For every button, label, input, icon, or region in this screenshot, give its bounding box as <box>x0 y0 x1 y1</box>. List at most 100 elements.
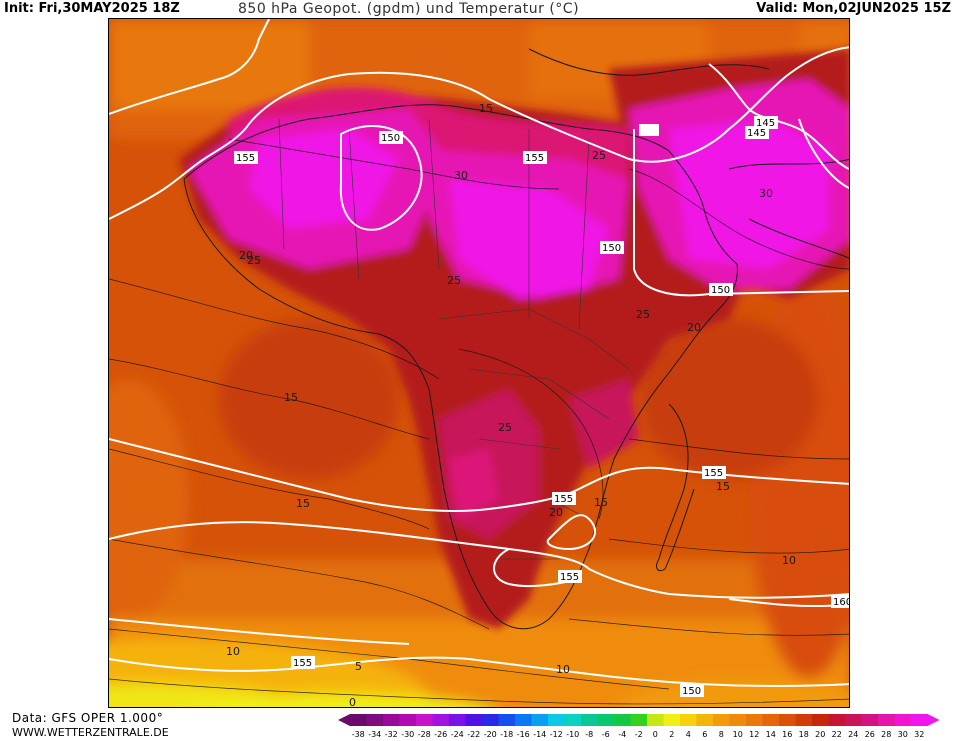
legend-tick-label: 30 <box>898 730 908 739</box>
data-source-label: Data: GFS OPER 1.000° <box>12 711 164 725</box>
legend-tick-label: -30 <box>401 730 414 739</box>
svg-text:145: 145 <box>756 118 775 129</box>
geopotential-label: 150 <box>709 283 733 296</box>
geopotential-label: 150 <box>680 684 704 697</box>
legend-tick-label: -16 <box>517 730 530 739</box>
legend-color-box <box>564 714 582 726</box>
legend-color-box <box>515 714 532 726</box>
isotherm-label: 10 <box>556 663 570 676</box>
weather-map: 155 155 155 155 155 155 150 150 150 150 … <box>109 19 850 708</box>
map-panel[interactable]: 155 155 155 155 155 155 150 150 150 150 … <box>108 18 850 708</box>
legend-tick-label: 18 <box>799 730 809 739</box>
legend-color-box <box>812 714 829 726</box>
map-title: 850 hPa Geopot. (gpdm) und Temperatur (°… <box>238 1 580 17</box>
isotherm-label: 25 <box>592 149 606 162</box>
contour-labels: 155 155 155 155 155 155 150 150 150 150 … <box>234 116 850 697</box>
legend-color-box <box>531 714 549 726</box>
legend-tick-label: 14 <box>766 730 776 739</box>
legend-color-box <box>779 714 796 726</box>
legend-color-box <box>350 714 367 726</box>
legend-color-box <box>696 714 714 726</box>
legend-tick-label: -18 <box>500 730 513 739</box>
legend-tick-label: 10 <box>733 730 743 739</box>
legend-tick-label: 8 <box>719 730 724 739</box>
isotherm-label: 25 <box>247 254 261 267</box>
legend-tick-label: -2 <box>635 730 643 739</box>
legend-color-box <box>465 714 483 726</box>
isotherm-label: 30 <box>759 187 773 200</box>
legend-color-box <box>416 714 433 726</box>
geopotential-label: 155 <box>291 656 315 669</box>
legend-tick-label: -12 <box>550 730 563 739</box>
svg-text:150: 150 <box>602 243 621 254</box>
legend-tick-label: -22 <box>467 730 480 739</box>
temperature-field <box>109 19 849 707</box>
svg-text:150: 150 <box>711 285 730 296</box>
legend-color-box <box>548 714 565 726</box>
legend-tick-label: -26 <box>434 730 447 739</box>
legend-tick-label: 0 <box>653 730 658 739</box>
svg-text:155: 155 <box>560 572 579 583</box>
geopotential-label: 155 <box>234 151 258 164</box>
legend-color-box <box>498 714 516 726</box>
legend-tick-label: 28 <box>881 730 891 739</box>
legend-color-box <box>911 714 928 726</box>
svg-text:145: 145 <box>747 128 766 139</box>
legend-tick-label: -38 <box>352 730 365 739</box>
legend-tick-label: 22 <box>832 730 842 739</box>
isotherm-label: 20 <box>239 249 253 262</box>
svg-text:160: 160 <box>833 597 850 608</box>
isotherm-label: 0 <box>349 696 356 708</box>
legend-tick-label: 2 <box>669 730 674 739</box>
legend-tick-label: 4 <box>686 730 691 739</box>
legend-tick-label: 24 <box>848 730 858 739</box>
legend-tick-labels: -38 -34 -32 -30 -28 -26 -24 -22 -20 -18 -16 -14 -12-… <box>352 730 925 739</box>
legend-color-box <box>845 714 862 726</box>
legend-tick-label: 20 <box>815 730 825 739</box>
svg-text:150: 150 <box>682 686 701 697</box>
isotherm-label: 15 <box>479 102 493 115</box>
isotherm-label: 20 <box>687 321 701 334</box>
africa-coast <box>183 178 738 630</box>
temperature-legend: -38 -34 -32 -30 -28 -26 -24 -22 -20 -18 -16 -14 -12-… <box>338 714 940 739</box>
coastlines <box>183 48 849 630</box>
isotherm-label: 5 <box>355 660 362 673</box>
legend-tick-label: 6 <box>702 730 707 739</box>
legend-left-arrow <box>338 714 350 726</box>
legend-tick-label: -28 <box>418 730 431 739</box>
geopotential-label: 155 <box>552 492 576 505</box>
valid-time-label: Valid: Mon,02JUN2025 15Z <box>756 1 951 16</box>
svg-text:155: 155 <box>554 494 573 505</box>
legend-color-box <box>828 714 846 726</box>
geopotential-label: 155 <box>702 466 726 479</box>
legend-tick-label: -8 <box>585 730 593 739</box>
legend-color-box <box>597 714 615 726</box>
red-sea-coast <box>668 150 738 265</box>
legend-color-box <box>713 714 730 726</box>
svg-text:155: 155 <box>525 153 544 164</box>
legend-color-box <box>878 714 895 726</box>
legend-tick-label: 32 <box>914 730 924 739</box>
isotherm-label: 25 <box>636 308 650 321</box>
north-coast <box>183 104 670 180</box>
legend-right-arrow <box>927 714 940 726</box>
svg-text:155: 155 <box>704 468 723 479</box>
geopotential-label: 150 <box>379 131 403 144</box>
isotherm-label: 10 <box>782 554 796 567</box>
geopotential-label: 145 <box>745 126 769 139</box>
isotherm-label: 15 <box>284 391 298 404</box>
geopotential-contours <box>109 19 849 687</box>
svg-text:150: 150 <box>381 133 400 144</box>
legend-color-box <box>746 714 763 726</box>
isotherm-label: 15 <box>716 480 730 493</box>
website-label: WWW.WETTERZENTRALE.DE <box>12 726 169 739</box>
legend-tick-label: -24 <box>451 730 464 739</box>
legend-color-box <box>647 714 664 726</box>
legend-tick-label: 26 <box>865 730 875 739</box>
geopotential-label: 150 <box>600 241 624 254</box>
geopotential-label: 155 <box>558 570 582 583</box>
legend-color-box <box>762 714 780 726</box>
svg-text:155: 155 <box>293 658 312 669</box>
legend-color-box <box>663 714 681 726</box>
madagascar <box>656 403 695 572</box>
